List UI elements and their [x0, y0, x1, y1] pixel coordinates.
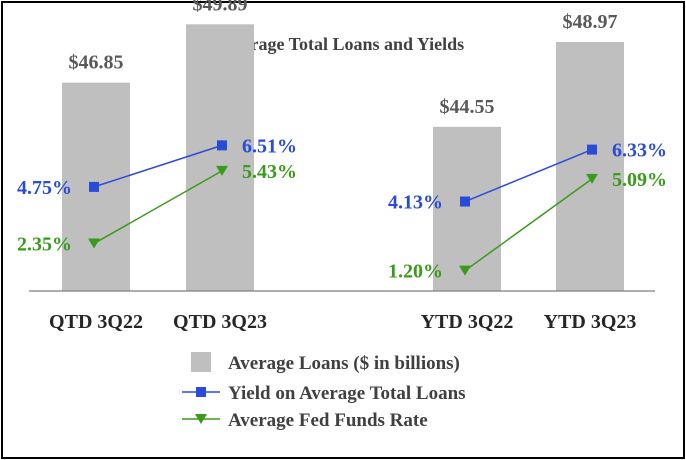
category-label-ytd-3q22: YTD 3Q22 — [421, 311, 514, 333]
legend-label-yield: Yield on Average Total Loans — [228, 383, 466, 404]
line-yield-on-average-total-loans-1 — [464, 148, 593, 203]
legend-marker-yield-square — [196, 387, 206, 397]
marker-average-fed-funds-rate-ytd-3q23 — [586, 173, 598, 184]
legend-label-fed-funds: Average Fed Funds Rate — [228, 410, 428, 431]
legend-label-average-loans: Average Loans ($ in billions) — [228, 353, 460, 374]
line-average-fed-funds-rate-0 — [93, 170, 223, 245]
bar-ytd-3q23 — [556, 41, 624, 292]
marker-yield-on-average-total-loans-qtd-3q22 — [89, 181, 99, 192]
bar-value-label-ytd-3q23: $48.97 — [563, 11, 618, 33]
marker-yield-on-average-total-loans-ytd-3q22 — [460, 196, 470, 207]
line-average-fed-funds-rate-1 — [464, 178, 593, 272]
data-label-average-fed-funds-rate-qtd-3q23: 5.43% — [242, 161, 297, 183]
marker-yield-on-average-total-loans-ytd-3q23 — [587, 144, 597, 155]
marker-average-fed-funds-rate-qtd-3q23 — [216, 165, 228, 176]
data-label-average-fed-funds-rate-ytd-3q22: 1.20% — [388, 261, 443, 283]
bar-qtd-3q23 — [186, 24, 254, 291]
line-yield-on-average-total-loans-0 — [93, 144, 223, 188]
category-label-qtd-3q23: QTD 3Q23 — [173, 311, 267, 333]
data-label-average-fed-funds-rate-ytd-3q23: 5.09% — [612, 169, 667, 191]
marker-average-fed-funds-rate-qtd-3q22 — [88, 238, 100, 249]
bar-ytd-3q22 — [433, 126, 501, 291]
legend: Average Loans ($ in billions) Yield on A… — [182, 352, 466, 431]
bar-value-label-ytd-3q22: $44.55 — [440, 96, 495, 118]
bar-group: $46.85 $49.89 $44.55 $48.97 — [62, 0, 624, 292]
data-label-yield-on-average-total-loans-ytd-3q23: 6.33% — [612, 140, 667, 162]
category-label-qtd-3q22: QTD 3Q22 — [49, 311, 143, 333]
data-label-yield-on-average-total-loans-ytd-3q22: 4.13% — [388, 192, 443, 214]
legend-marker-fed-funds-triangle — [195, 414, 207, 424]
legend-swatch-average-loans — [191, 352, 211, 372]
line-series-group: 4.75% 6.51% 4.13% 6.33% 2.35% 5.43% 1.20% 5.09% — [17, 135, 667, 282]
marker-yield-on-average-total-loans-qtd-3q23 — [217, 140, 227, 151]
category-labels: QTD 3Q22 QTD 3Q23 YTD 3Q22 YTD 3Q23 — [49, 311, 636, 333]
data-label-average-fed-funds-rate-qtd-3q22: 2.35% — [17, 234, 72, 256]
data-label-yield-on-average-total-loans-qtd-3q22: 4.75% — [17, 177, 72, 199]
bar-value-label-qtd-3q22: $46.85 — [69, 52, 124, 74]
chart-title: Average Total Loans and Yields — [222, 34, 464, 54]
bar-value-label-qtd-3q23: $49.89 — [193, 0, 248, 15]
data-label-yield-on-average-total-loans-qtd-3q23: 6.51% — [242, 135, 297, 157]
category-label-ytd-3q23: YTD 3Q23 — [544, 311, 637, 333]
marker-average-fed-funds-rate-ytd-3q22 — [459, 265, 471, 276]
